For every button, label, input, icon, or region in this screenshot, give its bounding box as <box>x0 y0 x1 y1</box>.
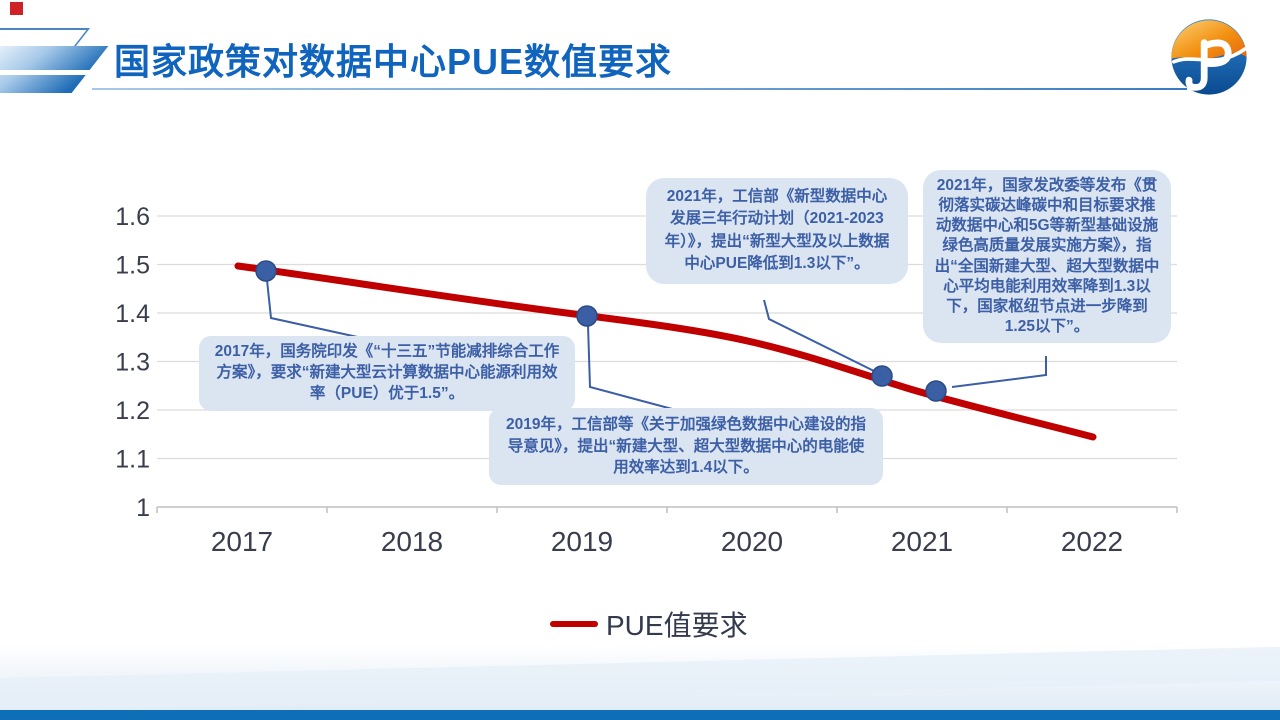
data-point-2021-miit <box>871 365 893 387</box>
y-tick-label: 1.5 <box>115 252 150 280</box>
y-tick-label: 1.2 <box>115 397 150 425</box>
callout-policy-2021-miit: 2021年，工信部《新型数据中心发展三年行动计划（2021-2023年）》，提出… <box>646 178 908 284</box>
data-points <box>255 260 947 402</box>
logo-svg <box>1171 19 1247 95</box>
x-tick-label: 2019 <box>551 526 613 557</box>
footer-bar <box>0 710 1280 720</box>
data-point-2017 <box>255 260 277 282</box>
callout-policy-2021-ndrc: 2021年，国家发改委等发布《贯彻落实碳达峰碳中和目标要求推动数据中心和5G等新… <box>923 170 1171 344</box>
callout-connectors <box>266 279 1047 411</box>
connector-2021-ndrc <box>951 356 1047 388</box>
y-tick-label: 1.6 <box>115 203 150 231</box>
y-tick-label: 1.1 <box>115 446 150 474</box>
callout-policy-2017: 2017年，国务院印发《“十三五”节能减排综合工作方案》，要求“新建大型云计算数… <box>199 336 575 411</box>
x-tick-label: 2020 <box>721 526 783 557</box>
data-point-2021-ndrc <box>925 380 947 402</box>
company-logo-icon <box>1166 17 1252 97</box>
chart-legend: PUE值要求 <box>550 604 748 644</box>
x-tick-label: 2018 <box>381 526 443 557</box>
pue-line-series <box>234 262 1097 441</box>
x-axis <box>156 506 1178 513</box>
y-tick-label: 1.4 <box>115 300 150 328</box>
y-tick-label: 1 <box>136 494 150 522</box>
connector-2021-miit <box>763 299 875 372</box>
connector-2017 <box>266 279 363 339</box>
data-point-2019 <box>576 305 598 327</box>
x-tick-label: 2021 <box>891 526 953 557</box>
legend-label: PUE值要求 <box>606 610 748 641</box>
connector-2019 <box>587 324 677 411</box>
x-tick-label: 2022 <box>1061 526 1123 557</box>
y-axis-labels: 1.6 1.5 1.4 1.3 1.2 1.1 1 <box>115 203 150 522</box>
legend-line-swatch <box>550 621 598 627</box>
page-title: 国家政策对数据中心PUE数值要求 <box>114 41 673 82</box>
header-divider <box>92 88 1187 90</box>
header-decor-slash <box>0 70 102 75</box>
x-tick-label: 2017 <box>211 526 273 557</box>
y-tick-label: 1.3 <box>115 349 150 377</box>
corner-accent-square <box>10 2 23 15</box>
callout-policy-2019: 2019年，工信部等《关于加强绿色数据中心建设的指导意见》，提出“新建大型、超大… <box>489 408 883 486</box>
x-axis-labels: 2017 2018 2019 2020 2021 2022 <box>211 526 1123 557</box>
